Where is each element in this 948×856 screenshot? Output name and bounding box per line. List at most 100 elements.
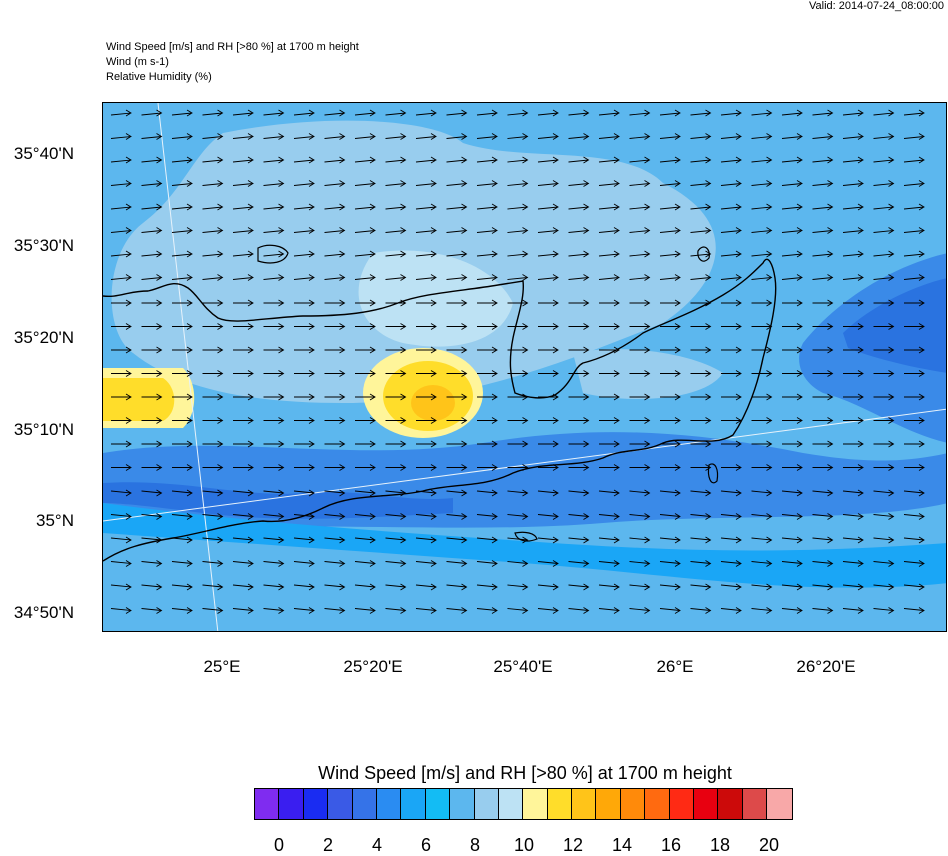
wind-arrow [842, 513, 864, 520]
wind-arrow [385, 560, 407, 567]
wind-arrow [812, 156, 834, 164]
wind-arrow [141, 346, 163, 354]
wind-arrow [263, 464, 285, 471]
wind-arrow [477, 299, 498, 307]
wind-arrow [293, 109, 315, 117]
wind-arrow [202, 489, 224, 497]
wind-arrow [873, 583, 895, 591]
colorbar-swatch [523, 789, 548, 819]
wind-arrow [477, 440, 498, 448]
wind-arrow [843, 346, 864, 354]
wind-arrow [111, 440, 132, 448]
wind-arrow [324, 323, 346, 330]
wind-arrow [720, 607, 742, 614]
wind-arrow [812, 274, 834, 281]
wind-arrow [111, 393, 132, 401]
colorbar-tick-label: 18 [709, 835, 731, 855]
lon-label-25: 25°E [203, 657, 241, 676]
wind-arrow [904, 440, 925, 448]
wind-arrow [629, 299, 651, 307]
wind-arrow [293, 583, 315, 591]
wind-arrow [263, 250, 285, 258]
wind-arrow [812, 370, 834, 377]
wind-arrow [690, 274, 712, 281]
wind-arrow [904, 393, 925, 401]
wind-arrow [873, 607, 895, 614]
wind-arrow [568, 203, 590, 211]
wind-arrow [232, 156, 254, 164]
wind-arrow [141, 607, 163, 614]
colorbar-swatch [474, 789, 499, 819]
wind-arrow [293, 489, 315, 497]
wind-arrow [537, 583, 559, 591]
lon-label-26-20: 26°20'E [796, 657, 856, 676]
wind-arrow [507, 464, 529, 471]
wind-arrow [171, 203, 193, 211]
wind-arrow [873, 227, 895, 234]
wind-arrow [354, 536, 376, 544]
wind-arrow [111, 299, 132, 307]
wind-arrow [751, 299, 773, 307]
wind-arrow [202, 133, 224, 140]
wind-arrow [842, 560, 864, 567]
wind-arrow [385, 299, 407, 307]
wind-arrow [690, 464, 712, 471]
wind-arrow [294, 464, 315, 471]
wind-arrow [446, 464, 468, 471]
title-line-1: Wind Speed [m/s] and RH [>80 %] at 1700 … [106, 41, 359, 53]
wind-arrow [446, 560, 468, 567]
colorbar [254, 788, 793, 820]
wind-arrow [233, 417, 254, 424]
wind-arrow [903, 583, 925, 591]
wind-arrow [324, 489, 346, 497]
wind-arrow [782, 370, 803, 377]
wind-arrow [812, 513, 834, 520]
wind-arrow [324, 203, 346, 211]
wind-arrow [354, 109, 376, 117]
wind-arrow [690, 370, 712, 377]
wind-arrow [476, 250, 498, 258]
wind-arrow [110, 250, 132, 258]
wind-arrow [690, 393, 712, 401]
wind-arrow [354, 560, 376, 567]
wind-arrow [568, 536, 590, 544]
wind-arrow [415, 489, 437, 497]
wind-arrow [110, 274, 132, 281]
colorbar-swatch [255, 789, 280, 819]
wind-arrow [873, 489, 895, 497]
wind-arrow [477, 464, 498, 471]
wind-arrow [202, 203, 224, 211]
wind-arrow [903, 607, 925, 614]
wind-arrow [507, 299, 529, 307]
wind-arrow [751, 180, 773, 187]
wind-arrow [843, 417, 864, 424]
wind-arrow [903, 560, 925, 567]
wind-arrow [720, 560, 742, 567]
wind-arrow [629, 536, 651, 544]
wind-arrow [446, 513, 468, 520]
wind-arrow [782, 440, 803, 448]
wind-arrow [842, 180, 864, 187]
wind-arrow [568, 227, 590, 234]
wind-arrow [629, 274, 651, 281]
wind-arrow [385, 227, 407, 234]
wind-arrow [324, 393, 346, 401]
wind-arrow [141, 513, 163, 520]
wind-arrow [721, 393, 742, 401]
lat-label-35-20: 35°20'N [13, 328, 74, 347]
wind-arrow [690, 156, 712, 164]
wind-arrow [171, 156, 193, 164]
wind-arrow [111, 464, 132, 471]
wind-arrow [660, 440, 681, 448]
wind-arrow [538, 417, 559, 424]
wind-arrow [568, 346, 590, 354]
wind-arrow [751, 346, 773, 354]
wind-arrow [873, 133, 895, 140]
wind-arrow [110, 133, 132, 140]
wind-arrow [385, 274, 407, 281]
wind-arrow [324, 133, 346, 140]
wind-arrow [415, 274, 437, 281]
lon-label-26: 26°E [656, 657, 694, 676]
wind-arrow [843, 299, 864, 307]
wind-arrow [720, 489, 742, 497]
